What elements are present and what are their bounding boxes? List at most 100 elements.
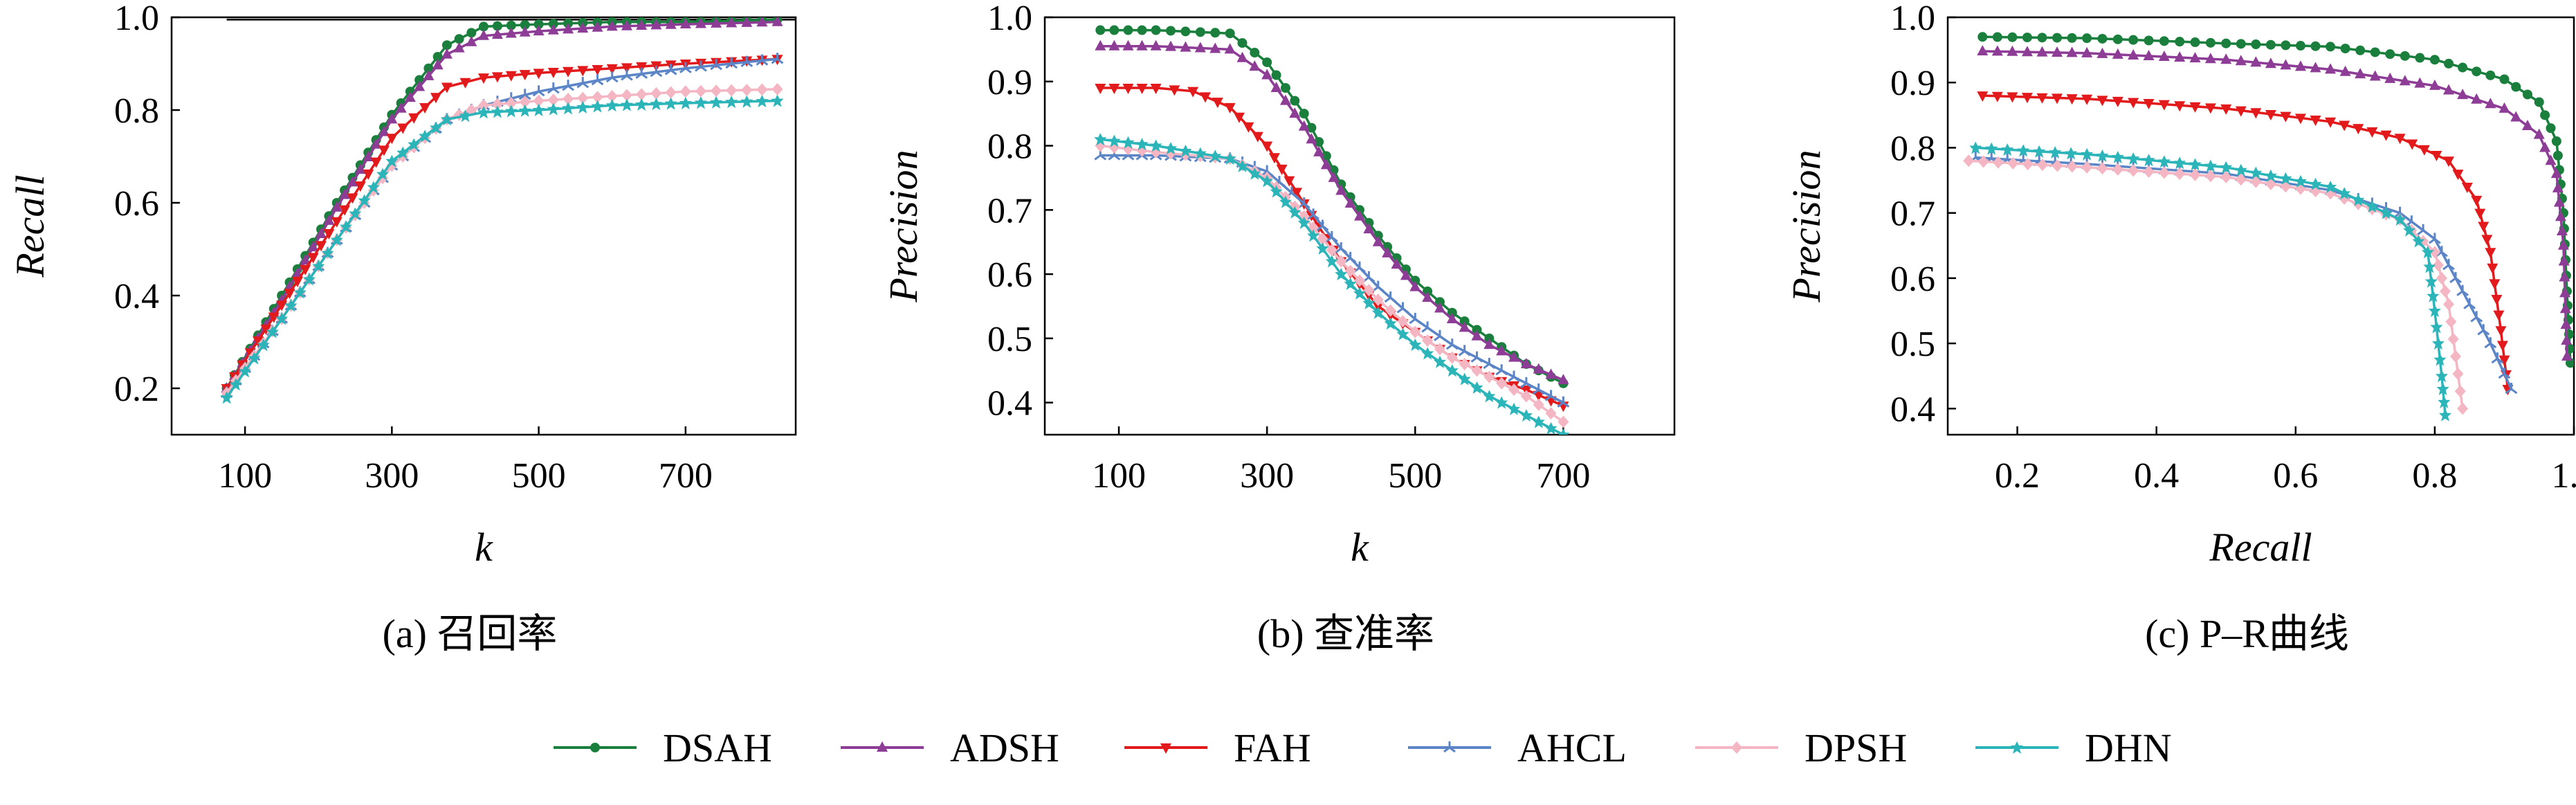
legend-marker-dsah — [590, 743, 600, 752]
data-point-dpsh — [2235, 173, 2247, 186]
data-point-adsh — [606, 20, 618, 31]
data-point-dpsh — [1409, 325, 1421, 338]
data-point-fah — [2353, 124, 2364, 135]
data-point-dhn — [1495, 396, 1508, 409]
data-point-dsah — [2385, 49, 2395, 60]
data-point-adsh — [1372, 235, 1384, 246]
data-point-adsh — [1459, 321, 1470, 332]
data-point-fah — [2036, 93, 2048, 104]
data-point-ahcl — [2442, 259, 2455, 271]
data-point-ahcl — [1335, 242, 1348, 254]
data-point-adsh — [1363, 223, 1375, 234]
data-point-dpsh — [2022, 157, 2034, 170]
data-point-dhn — [2403, 224, 2416, 237]
data-point-fah — [2418, 145, 2430, 156]
series-line-dhn — [1100, 138, 1564, 435]
data-point-fah — [1261, 141, 1273, 152]
data-point-dsah — [2128, 35, 2139, 45]
data-point-fah — [2461, 182, 2473, 193]
data-point-dhn — [1248, 167, 1261, 180]
data-point-dpsh — [1354, 274, 1365, 287]
data-point-fah — [2491, 295, 2503, 306]
data-point-dpsh — [771, 82, 783, 96]
series-line-dpsh — [1968, 159, 2464, 409]
series-line-dsah — [1100, 28, 1564, 385]
data-point-dsah — [1423, 286, 1433, 296]
plot-area — [1094, 25, 1570, 435]
data-point-adsh — [2036, 46, 2048, 57]
data-point-adsh — [1136, 39, 1148, 51]
data-point-ahcl — [2477, 324, 2490, 336]
data-point-adsh — [414, 80, 426, 91]
data-point-fah — [354, 181, 366, 192]
legend-marker-ahcl — [1443, 741, 1456, 753]
data-point-ahcl — [1409, 313, 1422, 325]
data-point-dpsh — [577, 91, 589, 105]
data-point-dsah — [2552, 150, 2563, 161]
data-point-dhn — [1445, 364, 1459, 377]
data-point-dpsh — [491, 98, 503, 111]
data-point-dpsh — [1372, 293, 1384, 307]
data-point-fah — [547, 68, 559, 79]
data-point-adsh — [1422, 291, 1434, 302]
data-point-ahcl — [2491, 352, 2504, 364]
data-point-adsh — [2399, 75, 2411, 86]
data-point-adsh — [2533, 128, 2545, 139]
data-point-dhn — [2412, 235, 2425, 248]
data-point-dsah — [492, 21, 502, 31]
data-point-fah — [2204, 103, 2216, 114]
data-point-adsh — [323, 214, 335, 225]
data-point-dhn — [1421, 347, 1434, 360]
data-point-dpsh — [563, 92, 574, 105]
data-point-dhn — [2111, 151, 2124, 164]
data-point-dsah — [2355, 45, 2366, 55]
data-point-dhn — [504, 105, 518, 118]
data-point-adsh — [1558, 374, 1569, 385]
data-point-adsh — [339, 188, 351, 199]
data-point-dhn — [2309, 177, 2322, 190]
data-point-ahcl — [664, 64, 677, 75]
data-point-dhn — [2435, 370, 2448, 383]
data-point-ahcl — [635, 67, 648, 79]
data-point-ahcl — [591, 74, 604, 86]
data-point-dhn — [650, 98, 663, 111]
data-point-dpsh — [2450, 350, 2462, 363]
series-dsah — [1095, 25, 1569, 388]
data-point-dhn — [2249, 166, 2263, 179]
plot-area — [1963, 32, 2574, 422]
data-point-ahcl — [1532, 383, 1545, 395]
series-dhn — [220, 94, 784, 404]
data-point-dhn — [2142, 154, 2155, 167]
data-point-fah — [2489, 279, 2501, 290]
data-point-dhn — [1353, 287, 1366, 300]
x-axis-label: k — [475, 525, 493, 570]
data-point-ahcl — [740, 55, 753, 67]
data-point-dsah — [2444, 58, 2454, 69]
x-tick-label: 100 — [218, 456, 272, 496]
data-point-fah — [300, 264, 311, 275]
data-point-adsh — [505, 27, 517, 38]
data-point-dpsh — [2452, 368, 2464, 381]
data-point-dhn — [2352, 193, 2365, 206]
data-point-dhn — [710, 96, 723, 109]
data-point-adsh — [2066, 46, 2078, 57]
data-point-dhn — [1544, 422, 1558, 435]
data-point-adsh — [1382, 246, 1394, 257]
series-adsh — [1977, 44, 2573, 361]
data-point-dhn — [2324, 180, 2337, 193]
data-point-fah — [1224, 102, 1236, 114]
data-point-adsh — [2559, 271, 2570, 282]
data-point-fah — [1991, 91, 2003, 102]
data-point-dhn — [2428, 304, 2441, 317]
data-point-dhn — [1483, 390, 1496, 403]
data-point-adsh — [2539, 141, 2551, 152]
data-point-fah — [2499, 355, 2510, 366]
data-point-ahcl — [725, 57, 738, 69]
series-dpsh — [1963, 154, 2469, 415]
data-point-dpsh — [1483, 370, 1495, 383]
data-point-dhn — [1519, 409, 1533, 422]
data-point-fah — [2452, 170, 2464, 181]
data-point-dhn — [2279, 172, 2292, 185]
data-point-dhn — [1409, 338, 1422, 352]
data-point-dhn — [2431, 337, 2445, 350]
